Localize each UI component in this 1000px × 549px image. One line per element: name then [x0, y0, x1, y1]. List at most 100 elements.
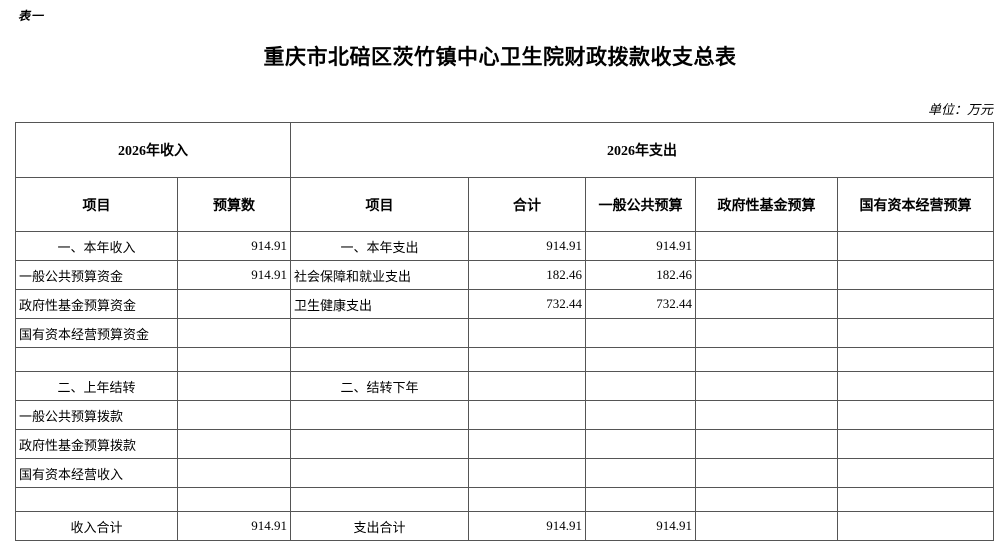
budget-table: 2026年收入 2026年支出 项目 预算数 项目 合计 一般公共预算 政府性基…	[15, 122, 995, 541]
table-row: 二、上年结转 二、结转下年	[15, 371, 995, 401]
income-item-cell: 政府性基金预算资金	[15, 289, 178, 319]
income-budget-cell	[177, 289, 291, 319]
income-budget-cell	[177, 487, 291, 512]
general-public-cell	[585, 429, 696, 459]
state-capital-cell	[836, 289, 995, 319]
table-body: 一、本年收入 914.91 一、本年支出 914.91 914.91 一般公共预算资金 91…	[15, 231, 995, 541]
income-budget-cell	[177, 318, 291, 348]
gov-fund-cell	[695, 371, 838, 401]
state-capital-cell	[836, 511, 995, 541]
state-capital-cell	[836, 458, 995, 488]
state-capital-cell	[836, 429, 995, 459]
table-row: 收入合计 914.91 支出合计 914.91 914.91	[15, 511, 995, 541]
general-public-cell	[585, 458, 696, 488]
table-row: 政府性基金预算拨款	[15, 429, 995, 459]
general-public-cell: 182.46	[585, 260, 696, 290]
income-group-header: 2026年收入	[15, 122, 291, 178]
general-public-cell	[585, 318, 696, 348]
income-budget-cell	[177, 371, 291, 401]
expense-item-cell: 支出合计	[290, 511, 469, 541]
income-item-cell: 收入合计	[15, 511, 178, 541]
table-row: 国有资本经营预算资金	[15, 318, 995, 348]
state-capital-cell	[836, 347, 995, 372]
header-columns-row: 项目 预算数 项目 合计 一般公共预算 政府性基金预算 国有资本经营预算	[15, 177, 995, 232]
gov-fund-cell	[695, 511, 838, 541]
expense-group-header: 2026年支出	[289, 122, 995, 178]
income-item-cell: 国有资本经营预算资金	[15, 318, 178, 348]
total-cell	[468, 318, 586, 348]
state-capital-cell	[836, 318, 995, 348]
expense-item-cell	[290, 400, 469, 430]
state-capital-cell	[836, 400, 995, 430]
state-capital-cell	[836, 231, 995, 261]
income-item-cell: 一般公共预算拨款	[15, 400, 178, 430]
state-capital-budget-column-header: 国有资本经营预算	[836, 177, 995, 232]
total-cell	[468, 347, 586, 372]
general-public-cell	[585, 400, 696, 430]
income-item-cell: 一般公共预算资金	[15, 260, 178, 290]
income-item-cell: 政府性基金预算拨款	[15, 429, 178, 459]
expense-item-cell	[290, 429, 469, 459]
income-budget-cell	[177, 347, 291, 372]
total-cell	[468, 487, 586, 512]
expense-item-cell: 二、结转下年	[290, 371, 469, 401]
total-cell: 914.91	[468, 231, 586, 261]
total-cell: 182.46	[468, 260, 586, 290]
expense-item-cell: 社会保障和就业支出	[290, 260, 469, 290]
income-budget-cell: 914.91	[177, 511, 291, 541]
income-item-cell: 一、本年收入	[15, 231, 178, 261]
gov-fund-cell	[695, 429, 838, 459]
state-capital-cell	[836, 260, 995, 290]
income-item-cell: 二、上年结转	[15, 371, 178, 401]
spacer-row	[15, 347, 995, 372]
gov-fund-cell	[695, 231, 838, 261]
income-budget-column-header: 预算数	[177, 177, 291, 232]
general-public-cell	[585, 347, 696, 372]
income-item-cell	[15, 487, 178, 512]
state-capital-cell	[836, 487, 995, 512]
total-cell	[468, 429, 586, 459]
gov-fund-cell	[695, 347, 838, 372]
total-cell	[468, 458, 586, 488]
spacer-row	[15, 487, 995, 512]
general-public-cell: 732.44	[585, 289, 696, 319]
gov-fund-cell	[695, 260, 838, 290]
gov-fund-cell	[695, 289, 838, 319]
page-title: 重庆市北碚区茨竹镇中心卫生院财政拨款收支总表	[263, 45, 737, 69]
general-public-budget-column-header: 一般公共预算	[585, 177, 696, 232]
expense-item-column-header: 项目	[290, 177, 469, 232]
income-item-cell: 国有资本经营收入	[15, 458, 178, 488]
expense-total-column-header: 合计	[468, 177, 586, 232]
general-public-cell: 914.91	[585, 511, 696, 541]
expense-item-cell	[290, 347, 469, 372]
expense-item-cell	[290, 487, 469, 512]
income-item-column-header: 项目	[15, 177, 178, 232]
income-budget-cell	[177, 458, 291, 488]
table-row: 国有资本经营收入	[15, 458, 995, 488]
income-budget-cell	[177, 400, 291, 430]
expense-item-cell	[290, 318, 469, 348]
total-cell	[468, 371, 586, 401]
total-cell: 914.91	[468, 511, 586, 541]
expense-item-cell	[290, 458, 469, 488]
general-public-cell	[585, 371, 696, 401]
table-number-label: 表一	[18, 9, 45, 23]
table-row: 政府性基金预算资金 卫生健康支出 732.44 732.44	[15, 289, 995, 319]
header-group-row: 2026年收入 2026年支出	[15, 122, 995, 178]
unit-note: 单位：万元	[927, 102, 993, 117]
gov-fund-cell	[695, 458, 838, 488]
total-cell	[468, 400, 586, 430]
state-capital-cell	[836, 371, 995, 401]
expense-item-cell: 卫生健康支出	[290, 289, 469, 319]
table-row: 一般公共预算拨款	[15, 400, 995, 430]
general-public-cell: 914.91	[585, 231, 696, 261]
table-row: 一、本年收入 914.91 一、本年支出 914.91 914.91	[15, 231, 995, 261]
general-public-cell	[585, 487, 696, 512]
gov-fund-budget-column-header: 政府性基金预算	[695, 177, 838, 232]
gov-fund-cell	[695, 487, 838, 512]
income-item-cell	[15, 347, 178, 372]
income-budget-cell	[177, 429, 291, 459]
table-row: 一般公共预算资金 914.91 社会保障和就业支出 182.46 182.46	[15, 260, 995, 290]
expense-item-cell: 一、本年支出	[290, 231, 469, 261]
